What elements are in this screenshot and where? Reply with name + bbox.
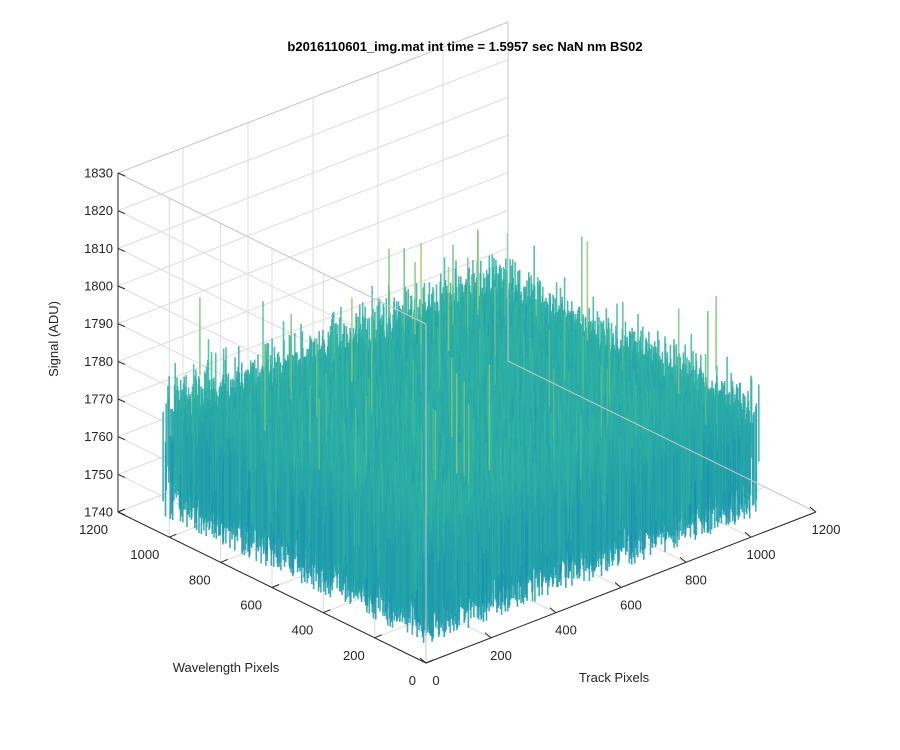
- grid-line-z-back: [117, 209, 509, 362]
- grid-line-z-back: [117, 172, 509, 325]
- grid-line-z-back: [117, 134, 509, 287]
- grid-line-z-back: [117, 247, 509, 400]
- surface-layer: [162, 229, 760, 643]
- grid-line-z-back: [117, 96, 509, 249]
- grid-line-z-back: [117, 59, 509, 212]
